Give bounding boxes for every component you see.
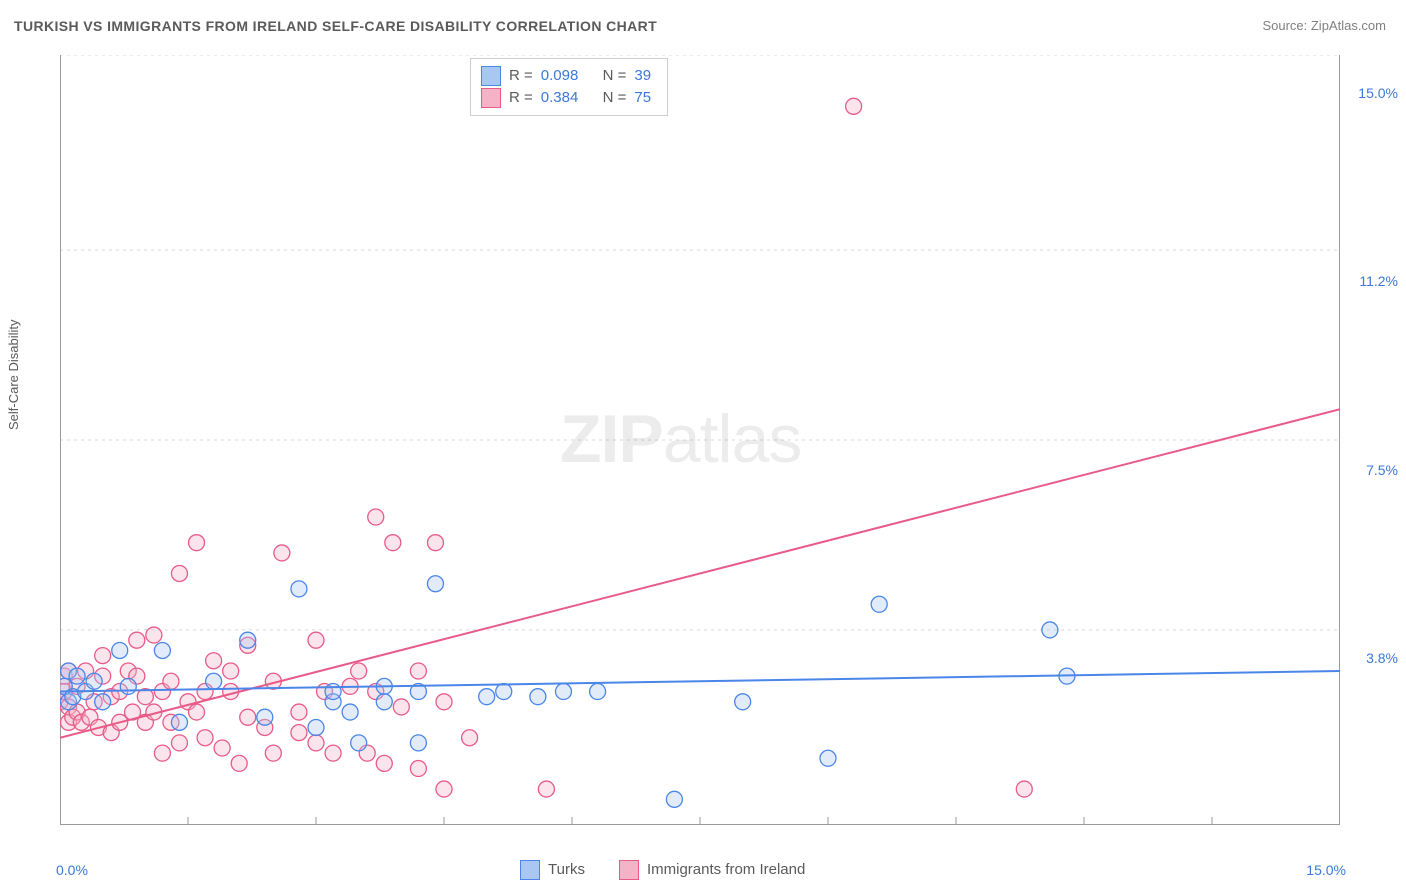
stats-legend-row-ireland: R = 0.384 N = 75 [481, 87, 651, 109]
ytick-label-3p8: 3.8% [1366, 650, 1398, 666]
r-value-turks: 0.098 [541, 65, 579, 87]
chart-container: TURKISH VS IMMIGRANTS FROM IRELAND SELF-… [0, 0, 1406, 892]
y-axis-label: Self-Care Disability [6, 319, 21, 430]
ytick-label-15: 15.0% [1358, 85, 1398, 101]
legend-label-ireland: Immigrants from Ireland [647, 861, 805, 878]
series-legend: Turks Immigrants from Ireland [520, 860, 805, 880]
xtick-label-left: 0.0% [56, 862, 88, 878]
n-value-turks: 39 [634, 65, 651, 87]
plot-area [60, 55, 1340, 825]
legend-swatch-ireland [481, 88, 501, 108]
legend-item-ireland: Immigrants from Ireland [619, 860, 805, 880]
source-credit: Source: ZipAtlas.com [1262, 18, 1386, 33]
chart-title: TURKISH VS IMMIGRANTS FROM IRELAND SELF-… [14, 18, 657, 34]
legend-swatch-turks [520, 860, 540, 880]
scatter-plot-svg [60, 55, 1340, 825]
legend-item-turks: Turks [520, 860, 585, 880]
n-label: N = [603, 87, 627, 109]
n-value-ireland: 75 [634, 87, 651, 109]
stats-legend: R = 0.098 N = 39 R = 0.384 N = 75 [470, 58, 668, 116]
ytick-label-7p5: 7.5% [1366, 462, 1398, 478]
r-label: R = [509, 87, 533, 109]
r-value-ireland: 0.384 [541, 87, 579, 109]
r-label: R = [509, 65, 533, 87]
source-value: ZipAtlas.com [1311, 18, 1386, 33]
legend-label-turks: Turks [548, 861, 585, 878]
xtick-label-right: 15.0% [1306, 862, 1346, 878]
stats-legend-row-turks: R = 0.098 N = 39 [481, 65, 651, 87]
legend-swatch-turks [481, 66, 501, 86]
legend-swatch-ireland [619, 860, 639, 880]
n-label: N = [603, 65, 627, 87]
ytick-label-11p2: 11.2% [1359, 273, 1398, 289]
source-label: Source: [1262, 18, 1310, 33]
